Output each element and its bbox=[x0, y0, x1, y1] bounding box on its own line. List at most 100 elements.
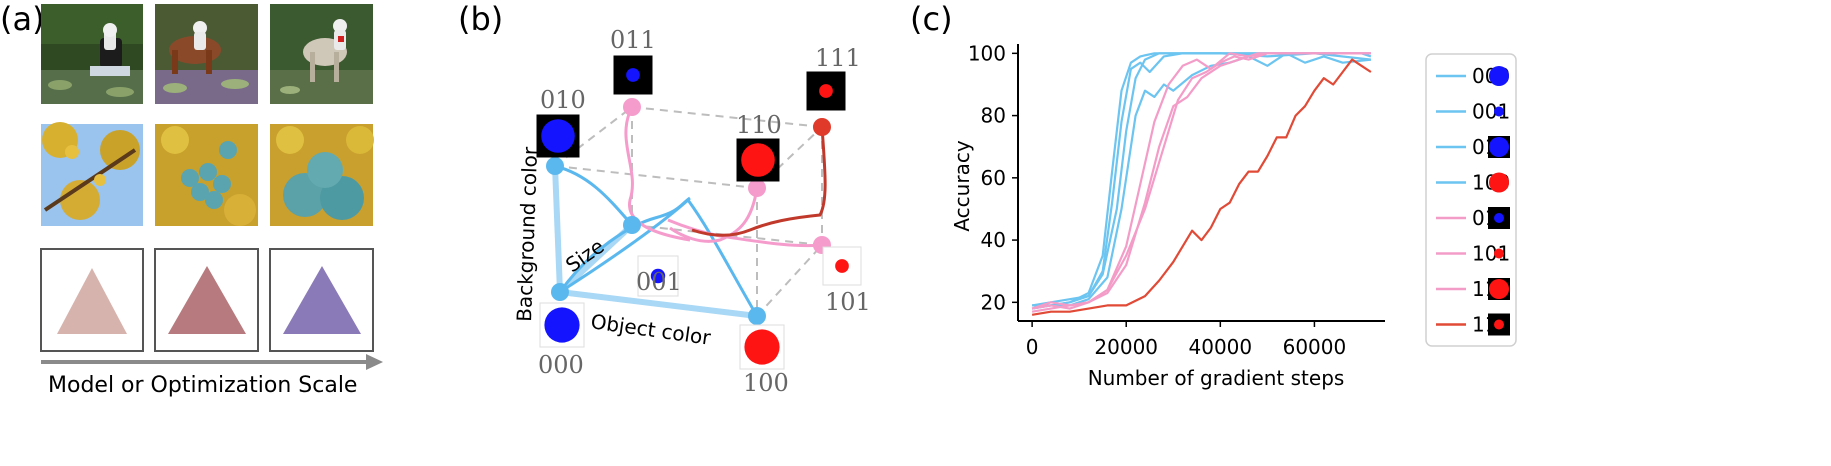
legend: 000 001 010 100 011 101 110 111 bbox=[1425, 53, 1517, 347]
node-dot bbox=[546, 157, 564, 175]
series-line-010 bbox=[1031, 52, 1371, 307]
panel-b: (b) Background color Size Object color 0… bbox=[458, 0, 871, 397]
node-dot bbox=[623, 98, 641, 116]
axis-label-background-color: Background color bbox=[512, 146, 542, 322]
series-line-001 bbox=[1031, 52, 1372, 310]
legend-item-110: 110 bbox=[1436, 277, 1510, 301]
legend-item-111: 111 bbox=[1436, 313, 1510, 337]
node-swatch-object bbox=[544, 307, 580, 343]
traj-blue-2 bbox=[554, 164, 634, 226]
series-line-101 bbox=[1031, 52, 1371, 313]
cube-node-111: 111 bbox=[806, 44, 861, 136]
traj-000-010-thick bbox=[552, 165, 563, 293]
photo-apples-3 bbox=[270, 124, 374, 226]
legend-item-000: 000 bbox=[1436, 64, 1510, 88]
node-swatch bbox=[806, 71, 846, 111]
node-label: 011 bbox=[610, 26, 656, 54]
photo-apples-1 bbox=[41, 122, 143, 226]
photo-apples-2 bbox=[155, 124, 258, 226]
cube-node-001: 001 bbox=[623, 216, 682, 297]
legend-swatch-object bbox=[1494, 248, 1504, 259]
node-swatch-object bbox=[541, 119, 575, 153]
cube-node-010: 010 bbox=[536, 86, 586, 175]
node-label: 110 bbox=[736, 111, 782, 139]
series-line-110 bbox=[1031, 52, 1371, 310]
node-label: 001 bbox=[636, 268, 682, 296]
y-axis-label: Accuracy bbox=[950, 140, 974, 231]
node-swatch-object bbox=[626, 68, 640, 82]
node-swatch-object bbox=[650, 268, 666, 284]
scale-caption: Model or Optimization Scale bbox=[48, 373, 357, 398]
x-tick-label: 60000 bbox=[1283, 335, 1347, 359]
node-dot bbox=[748, 307, 766, 325]
node-label: 101 bbox=[825, 288, 871, 316]
node-swatch-object bbox=[835, 259, 849, 273]
legend-box bbox=[1425, 53, 1517, 347]
traj-000-100-thick bbox=[559, 289, 758, 319]
node-swatch bbox=[822, 246, 862, 286]
y-tick-label: 40 bbox=[981, 228, 1006, 252]
y-tick-label: 100 bbox=[968, 41, 1006, 65]
legend-swatch-object bbox=[1489, 279, 1509, 299]
panel-c: (c) 20 40 60 80 100 0 20000 40000 60000 Accuracy… bbox=[910, 0, 1517, 390]
accuracy-chart: 20 40 60 80 100 0 20000 40000 60000 bbox=[968, 41, 1385, 359]
panel-b-label: (b) bbox=[458, 0, 503, 38]
node-label: 000 bbox=[538, 351, 584, 379]
node-swatch-object bbox=[744, 329, 780, 365]
legend-swatch-object bbox=[1494, 106, 1504, 117]
legend-swatch-object bbox=[1494, 213, 1504, 223]
x-tick-label: 40000 bbox=[1189, 335, 1253, 359]
legend-item-011: 011 bbox=[1436, 206, 1510, 230]
photo-astronaut-1 bbox=[41, 4, 143, 104]
node-label: 010 bbox=[540, 86, 586, 114]
node-dot bbox=[623, 216, 641, 234]
legend-label: 101 bbox=[1472, 242, 1510, 266]
series-line-111 bbox=[1031, 58, 1372, 316]
cube-node-110: 110 bbox=[736, 111, 782, 197]
cube-edges bbox=[554, 106, 823, 317]
traj-red-111 bbox=[691, 126, 827, 237]
y-tick-label: 20 bbox=[981, 290, 1006, 314]
node-dot bbox=[551, 283, 569, 301]
panel-a: (a) bbox=[0, 0, 383, 398]
legend-item-010: 010 bbox=[1436, 135, 1510, 159]
y-tick-label: 80 bbox=[981, 104, 1006, 128]
cube-node-101: 101 bbox=[813, 236, 871, 316]
photo-row-apples bbox=[41, 122, 374, 226]
legend-swatch-object bbox=[1489, 137, 1509, 157]
legend-swatch-object bbox=[1494, 319, 1504, 330]
photo-astronaut-2 bbox=[155, 4, 258, 104]
x-axis-label: Number of gradient steps bbox=[1088, 366, 1345, 390]
node-label: 100 bbox=[743, 369, 789, 397]
y-tick-label: 60 bbox=[981, 166, 1006, 190]
legend-label: 001 bbox=[1472, 100, 1510, 124]
node-swatch-object bbox=[819, 84, 833, 98]
x-tick-label: 0 bbox=[1026, 335, 1039, 359]
series-line-011 bbox=[1031, 52, 1371, 310]
legend-swatch-object bbox=[1489, 66, 1509, 86]
legend-item-001: 001 bbox=[1436, 100, 1510, 124]
traj-blue-3 bbox=[559, 197, 759, 317]
traj-pink-110 bbox=[669, 187, 759, 243]
panel-c-label: (c) bbox=[910, 0, 953, 38]
cube-node-011: 011 bbox=[610, 26, 656, 116]
node-dot bbox=[813, 118, 831, 136]
panel-a-label: (a) bbox=[0, 0, 45, 38]
photo-triangle-3 bbox=[269, 248, 374, 352]
cube-node-100: 100 bbox=[739, 307, 789, 397]
series-line-100 bbox=[1031, 52, 1372, 310]
series-line-000 bbox=[1032, 52, 1372, 307]
traj-pink-011 bbox=[624, 106, 691, 242]
legend-item-100: 100 bbox=[1436, 171, 1510, 195]
legend-item-101: 101 bbox=[1436, 242, 1510, 266]
photo-triangle-1 bbox=[40, 248, 144, 352]
node-label: 111 bbox=[815, 44, 861, 72]
node-dot bbox=[748, 179, 766, 197]
node-swatch-object bbox=[741, 143, 775, 177]
photo-triangle-2 bbox=[154, 248, 259, 352]
x-tick-label: 20000 bbox=[1094, 335, 1158, 359]
photo-astronaut-3 bbox=[270, 4, 373, 104]
photo-row-astronaut bbox=[41, 4, 373, 104]
trajectories bbox=[552, 106, 827, 319]
axis-label-object-color: Object color bbox=[589, 309, 713, 350]
